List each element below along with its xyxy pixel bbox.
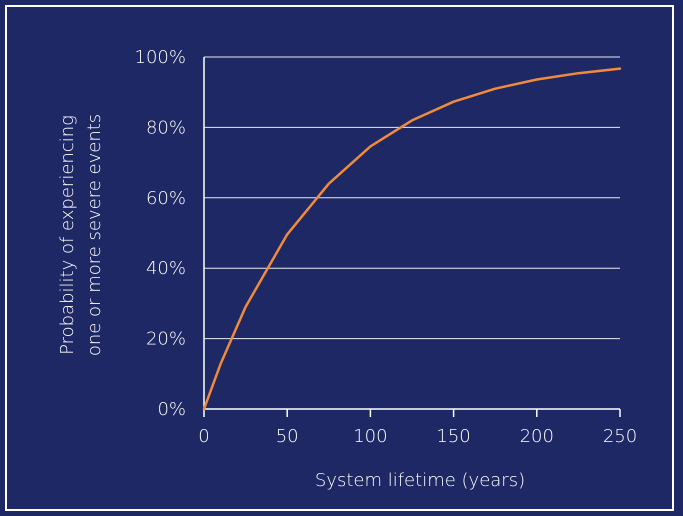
grid <box>204 56 620 340</box>
chart-frame <box>5 5 674 511</box>
x-tick-label: 150 <box>436 426 470 447</box>
x-tick-label: 50 <box>276 426 299 447</box>
y-axis-label-line-1: Probability of experiencing <box>57 115 78 355</box>
y-tick-label: 80% <box>146 117 186 138</box>
axes: 0% 20% 40% 60% 80% 100% 0 50 100 150 200 250 <box>135 47 638 447</box>
y-tick-label: 60% <box>146 188 186 209</box>
series-group <box>202 67 622 411</box>
x-tick-label: 200 <box>520 426 554 447</box>
x-tick-label: 0 <box>198 426 209 447</box>
y-axis-label-line-2: one or more severe events <box>84 114 105 356</box>
x-tick-label: 250 <box>603 426 637 447</box>
y-tick-label: 0% <box>157 399 186 420</box>
y-tick-label: 20% <box>146 329 186 350</box>
x-tick-label: 100 <box>353 426 387 447</box>
series-line <box>202 67 622 411</box>
x-axis-label: System lifetime (years) <box>315 470 525 491</box>
y-tick-label: 40% <box>146 258 186 279</box>
y-tick-label: 100% <box>135 47 186 68</box>
labels: System lifetime (years) Probability of e… <box>57 114 525 491</box>
